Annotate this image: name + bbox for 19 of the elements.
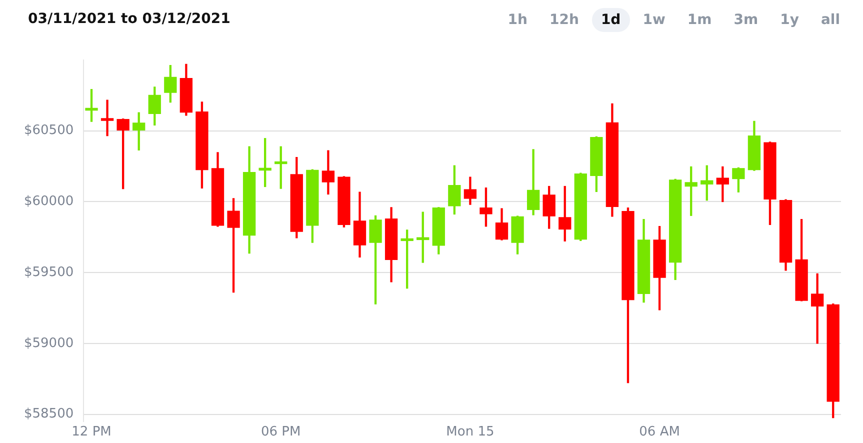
text: 3m [732,11,760,30]
text: 12h [548,11,580,30]
x-tick-label: 06 AM [639,424,680,440]
x-tick-label: Mon 15 [446,424,494,440]
y-tick-label: $59500 [24,264,74,280]
text: 1h [506,11,528,30]
y-tick-label: $60500 [24,123,74,138]
text: 1m [686,11,713,30]
x-tick-label: 12 PM [72,424,112,440]
text: all [820,11,841,30]
y-tick-label: $58500 [24,406,74,422]
candlestick [100,100,114,136]
chart-title: 03/11/2021 to 03/12/2021 [28,10,230,29]
y-tick-label: $60000 [24,194,74,210]
text: 1w [642,11,666,30]
text: 1d [592,8,630,32]
x-tick-label: 06 PM [260,424,301,440]
y-tick-label: $59000 [24,336,74,351]
text: 1y [779,11,800,30]
